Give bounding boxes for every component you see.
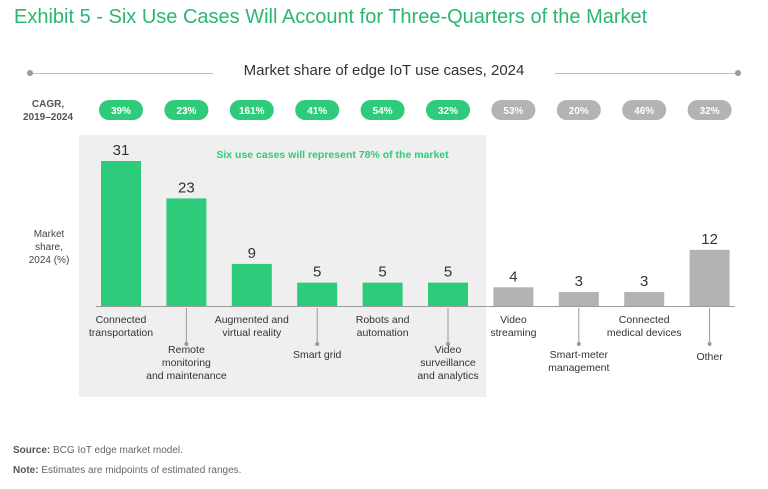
bar xyxy=(689,249,730,306)
cagr-pill xyxy=(622,100,667,120)
leader-dot xyxy=(446,342,450,346)
category-label: Smart-meter management xyxy=(548,349,609,374)
bar-value-label: 12 xyxy=(701,231,718,248)
bar xyxy=(362,282,403,306)
bar-value-label: 3 xyxy=(575,273,583,290)
subtitle-rule-left-dot xyxy=(27,70,33,76)
cagr-value: 41% xyxy=(307,106,327,117)
leader-dot xyxy=(184,342,189,346)
cagr-label: CAGR, 2019–2024 xyxy=(22,99,74,123)
bar xyxy=(297,282,338,306)
subtitle-rule-left xyxy=(30,73,213,74)
category-label: Connected medical devices xyxy=(607,314,682,339)
bar xyxy=(428,282,468,306)
leader-dot xyxy=(315,342,320,346)
category-label: Connected transportation xyxy=(89,314,153,339)
cagr-pill xyxy=(360,100,405,120)
cagr-pill xyxy=(491,100,536,120)
cagr-value: 161% xyxy=(239,106,265,117)
cagr-value: 32% xyxy=(438,106,458,117)
bar-value-label: 9 xyxy=(248,245,256,262)
note-line: Note: Estimates are midpoints of estimat… xyxy=(13,465,241,476)
note-text: Estimates are midpoints of estimated ran… xyxy=(41,465,242,476)
cagr-value: 54% xyxy=(373,106,393,117)
cagr-pill xyxy=(164,100,209,120)
bar-value-label: 23 xyxy=(178,179,195,196)
bar xyxy=(101,161,141,306)
source-label: Source: xyxy=(13,445,51,456)
cagr-pill xyxy=(556,100,601,120)
highlight-panel xyxy=(79,135,486,397)
subtitle-rule-right xyxy=(555,73,738,74)
bar-value-label: 4 xyxy=(509,268,517,285)
cagr-value: 53% xyxy=(503,106,523,117)
category-label: Remote monitoring and maintenance xyxy=(146,344,227,382)
category-label: Video surveillance and analytics xyxy=(417,344,478,382)
category-label: Robots and automation xyxy=(356,314,410,339)
bar-value-label: 5 xyxy=(378,264,386,281)
bar-value-label: 5 xyxy=(313,264,321,281)
leader-dot xyxy=(707,342,712,346)
y-axis-label: Market share, 2024 (%) xyxy=(29,229,70,266)
bar xyxy=(493,287,534,306)
category-label: Other xyxy=(696,351,723,363)
cagr-pill xyxy=(687,100,732,120)
category-label: Smart grid xyxy=(293,349,342,361)
bar xyxy=(558,291,599,306)
bar xyxy=(624,291,665,306)
cagr-value: 39% xyxy=(111,106,131,117)
leader-dot xyxy=(576,342,581,346)
cagr-value: 23% xyxy=(176,106,196,117)
bar-chart: Six use cases will represent 78% of the … xyxy=(29,100,735,397)
bar xyxy=(231,263,272,306)
cagr-pill xyxy=(295,100,340,120)
bar-value-label: 5 xyxy=(444,264,452,281)
bar-value-label: 31 xyxy=(113,142,130,159)
category-label: Video streaming xyxy=(490,314,536,339)
highlight-annotation: Six use cases will represent 78% of the … xyxy=(216,149,449,161)
cagr-value: 32% xyxy=(700,106,720,117)
cagr-pill xyxy=(426,100,470,120)
bar-value-label: 3 xyxy=(640,273,648,290)
source-text: BCG IoT edge market model. xyxy=(53,445,183,456)
cagr-value: 46% xyxy=(634,106,654,117)
source-line: Source: BCG IoT edge market model. xyxy=(13,445,183,456)
subtitle-rule-right-dot xyxy=(735,70,741,76)
note-label: Note: xyxy=(13,465,39,476)
page-title: Exhibit 5 - Six Use Cases Will Account f… xyxy=(14,6,648,28)
chart-title: Market share of edge IoT use cases, 2024 xyxy=(243,62,525,79)
category-label: Augmented and virtual reality xyxy=(215,314,289,339)
cagr-pill xyxy=(229,100,274,120)
cagr-value: 20% xyxy=(569,106,589,117)
cagr-pill xyxy=(99,100,143,120)
bar xyxy=(166,198,207,306)
